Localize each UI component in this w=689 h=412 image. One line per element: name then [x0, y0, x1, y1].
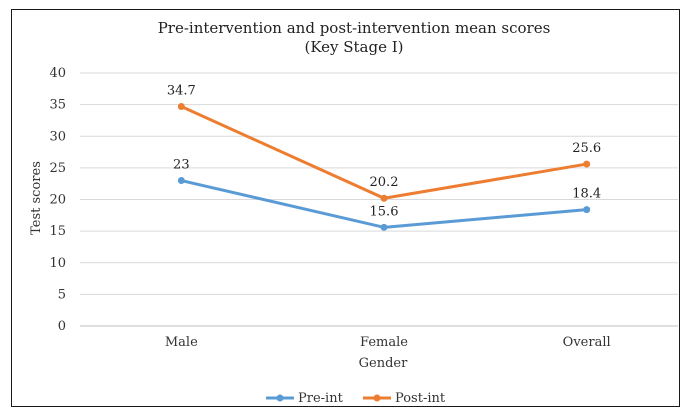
gridlines	[80, 72, 678, 327]
x-axis-ticks: Male Female Overall	[165, 335, 611, 350]
y-tick-label: 15	[49, 224, 66, 239]
data-point	[177, 103, 185, 111]
data-label: 34.7	[167, 84, 196, 99]
y-axis-label: Test scores	[29, 161, 44, 235]
chart-frame	[11, 9, 680, 407]
data-label: 18.4	[572, 187, 601, 202]
x-axis-label: Gender	[359, 356, 408, 371]
data-point	[380, 194, 388, 202]
data-label: 23	[173, 158, 190, 173]
legend-marker	[373, 394, 381, 402]
y-tick-label: 25	[49, 161, 66, 176]
legend: Pre-int Post-int	[266, 391, 446, 406]
x-tick-label: Male	[165, 335, 198, 350]
data-point	[583, 206, 591, 214]
legend-label: Post-int	[395, 391, 446, 406]
chart-title: Pre-intervention and post-intervention m…	[158, 19, 551, 37]
y-tick-label: 35	[49, 98, 66, 113]
x-tick-label: Female	[360, 335, 408, 350]
data-point	[380, 223, 388, 231]
data-point	[177, 177, 185, 185]
x-tick-label: Overall	[563, 335, 611, 350]
y-axis-ticks: 0 5 10 15 20 25 30 35 40	[49, 66, 66, 334]
data-point	[583, 160, 591, 168]
y-tick-label: 5	[58, 287, 66, 302]
y-tick-label: 0	[58, 319, 66, 334]
y-tick-label: 10	[49, 256, 66, 271]
legend-label: Pre-int	[298, 391, 344, 406]
data-label: 20.2	[370, 175, 399, 190]
data-label: 25.6	[572, 141, 601, 156]
chart-subtitle: (Key Stage I)	[304, 38, 403, 56]
y-tick-label: 30	[49, 129, 66, 144]
series-lines: 23 15.6 18.4 34.7 20.2 25.6	[167, 84, 601, 231]
y-tick-label: 20	[49, 193, 66, 208]
data-label: 15.6	[370, 204, 399, 219]
legend-marker	[276, 394, 284, 402]
y-tick-label: 40	[49, 66, 66, 81]
